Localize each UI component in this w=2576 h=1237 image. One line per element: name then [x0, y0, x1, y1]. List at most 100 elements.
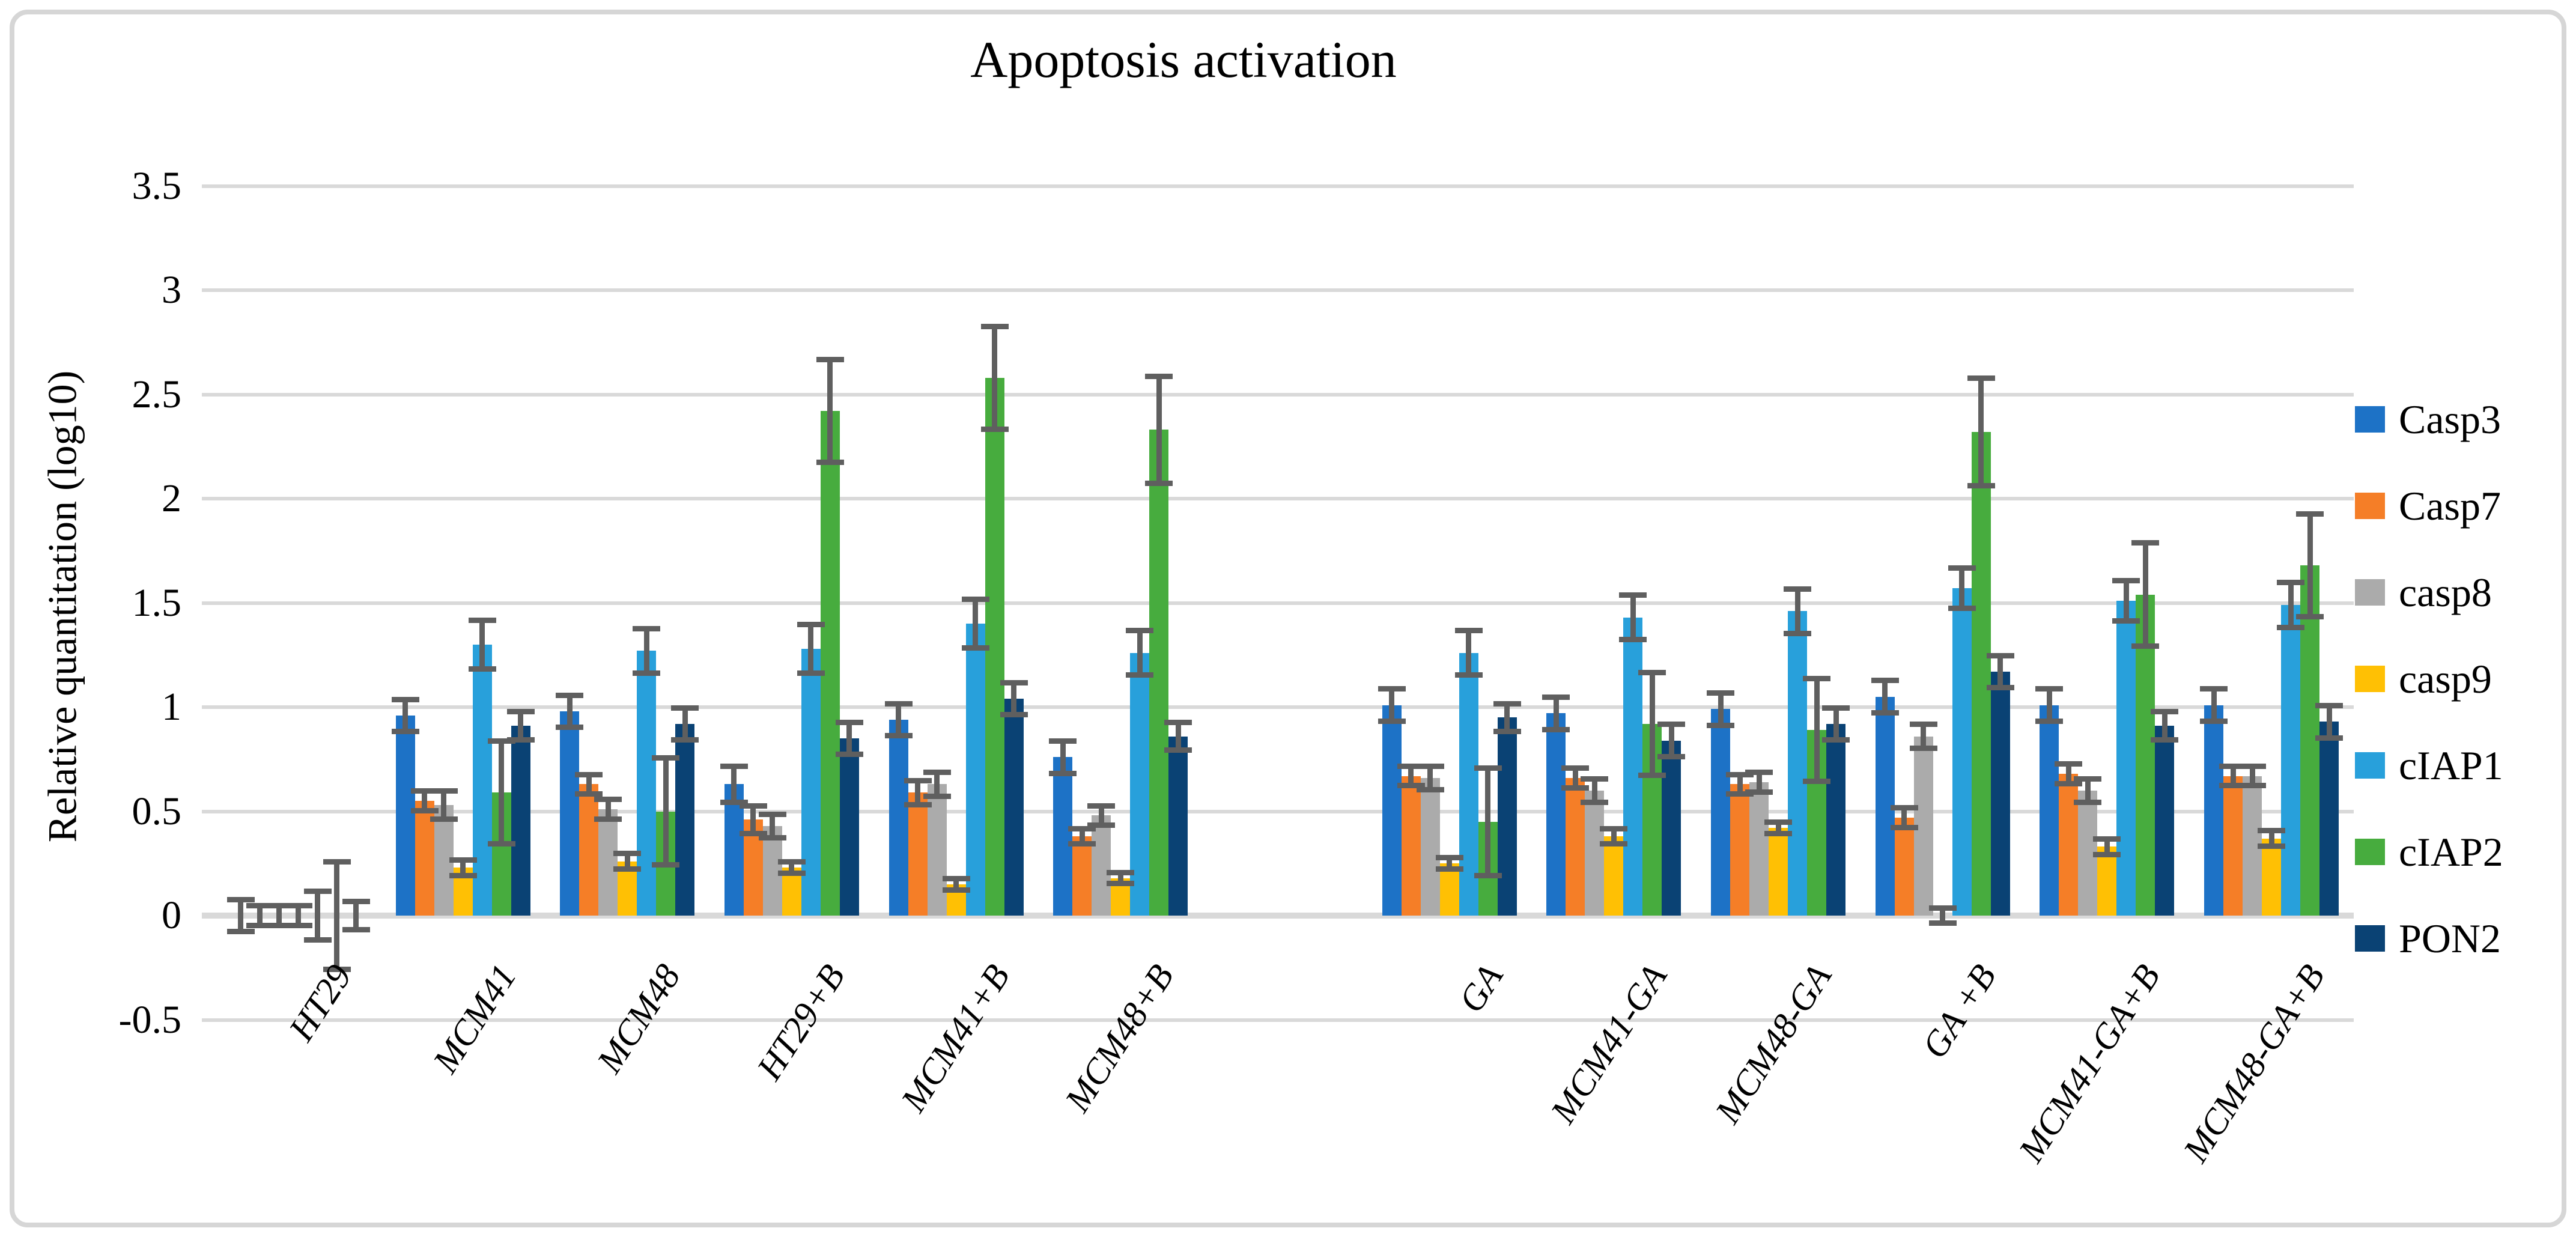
- bar-ciap1-mcm41-ga: [1623, 617, 1643, 916]
- bar-ciap1-mcm48-ga-b: [2281, 604, 2301, 916]
- error-bar-casp9-mcm48-ga-b-bottom-cap: [2258, 843, 2286, 849]
- error-bar-casp8-mcm48-b-top-cap: [1087, 803, 1116, 809]
- error-bar-casp8-mcm41-ga-b-bottom-cap: [2074, 800, 2102, 806]
- bar-casp3-mcm48-ga: [1711, 709, 1731, 916]
- error-bar-pon2-mcm48-ga-b: [2326, 703, 2332, 741]
- error-bar-casp3-mcm41-bottom-cap: [391, 729, 419, 735]
- error-bar-casp7-mcm48: [586, 771, 592, 797]
- error-bar-ciap1-ht29: [315, 888, 321, 943]
- gridline: [202, 601, 2354, 605]
- error-bar-casp3-mcm41-ga-b-bottom-cap: [2035, 718, 2064, 724]
- y-tick-label: 3: [162, 268, 181, 312]
- x-category-label-mcm48-ga-b: MCM48-GA+B: [2175, 957, 2333, 1169]
- error-bar-pon2-mcm48-b-bottom-cap: [1164, 747, 1192, 753]
- error-bar-casp8-ga: [1427, 763, 1433, 793]
- bar-casp9-ga: [1439, 863, 1459, 916]
- error-bar-casp8-mcm48-b: [1098, 803, 1104, 828]
- bar-pon2-mcm48-b: [1168, 736, 1188, 916]
- error-bar-pon2-ga-top-cap: [1493, 701, 1521, 707]
- error-bar-casp3-mcm41-ga: [1553, 694, 1559, 732]
- error-bar-casp3-mcm48-b-top-cap: [1049, 738, 1077, 744]
- bar-casp8-mcm41-ga: [1585, 790, 1605, 916]
- legend-label-casp9: casp9: [2399, 656, 2492, 702]
- error-bar-ciap1-ht29-b: [808, 621, 814, 676]
- error-bar-casp3-mcm41-ga-top-cap: [1542, 694, 1570, 701]
- error-bar-casp3-ht29: [238, 896, 244, 935]
- error-bar-casp9-ga: [1447, 855, 1453, 872]
- error-bar-ciap2-ga-b: [1978, 375, 1984, 488]
- error-bar-pon2-ga-b-bottom-cap: [1986, 685, 2014, 691]
- error-bar-pon2-ht29-top-cap: [342, 899, 370, 905]
- error-bar-casp7-mcm48-b-top-cap: [1068, 825, 1096, 831]
- error-bar-casp8-mcm41-ga-b-top-cap: [2074, 776, 2102, 782]
- error-bar-casp7-mcm41-ga-b: [2065, 761, 2071, 786]
- bar-pon2-mcm41-b: [1004, 699, 1024, 916]
- error-bar-casp3-ht29-bottom-cap: [226, 929, 255, 935]
- error-bar-ciap2-mcm41: [499, 738, 505, 847]
- error-bar-casp9-mcm41-bottom-cap: [449, 872, 477, 878]
- error-bar-ciap2-ht29-bottom-cap: [323, 966, 351, 972]
- x-category-label-ga: GA: [1450, 957, 1510, 1020]
- bar-ciap1-ga-b: [1952, 588, 1972, 916]
- error-bar-ciap2-mcm48-ga-b-top-cap: [2296, 511, 2324, 517]
- error-bar-casp9-ht29-top-cap: [284, 903, 312, 909]
- error-bar-casp7-mcm48-top-cap: [575, 771, 603, 777]
- error-bar-casp8-ht29-b-bottom-cap: [758, 835, 786, 841]
- bar-ciap1-mcm41-b: [965, 624, 985, 916]
- legend-label-casp3: Casp3: [2399, 397, 2501, 442]
- error-bar-ciap1-mcm41-ga: [1630, 592, 1636, 643]
- bar-pon2-mcm41-ga: [1662, 740, 1681, 916]
- error-bar-casp7-mcm41-ga-b-bottom-cap: [2055, 780, 2083, 786]
- bar-casp8-mcm48-b: [1092, 815, 1111, 916]
- gridline: [202, 288, 2354, 292]
- error-bar-ciap1-mcm41-ga-b-bottom-cap: [2112, 618, 2140, 624]
- y-tick-label: 0.5: [132, 789, 182, 833]
- error-bar-casp8-mcm41-ga-b: [2085, 776, 2091, 806]
- error-bar-casp7-mcm48-bottom-cap: [575, 791, 603, 797]
- bar-ciap1-mcm48-ga: [1788, 611, 1808, 916]
- error-bar-casp3-mcm48-b-bottom-cap: [1049, 770, 1077, 776]
- error-bar-ciap1-ht29-b-bottom-cap: [797, 670, 825, 676]
- error-bar-casp9-ht29-b: [789, 859, 795, 877]
- error-bar-pon2-mcm41: [518, 709, 524, 743]
- error-bar-casp3-mcm48-bottom-cap: [556, 725, 584, 731]
- y-tick-label: 0: [162, 893, 181, 937]
- error-bar-casp7-mcm48-ga-b-top-cap: [2219, 763, 2247, 769]
- error-bar-casp7-ga-top-cap: [1397, 763, 1425, 769]
- error-bar-casp3-mcm48-ga-top-cap: [1707, 690, 1735, 696]
- error-bar-casp9-ht29-bottom-cap: [284, 922, 312, 928]
- error-bar-ciap1-mcm41: [479, 617, 485, 672]
- error-bar-casp8-mcm48-ga-b-bottom-cap: [2238, 783, 2267, 789]
- error-bar-casp9-mcm41-ga-bottom-cap: [1600, 841, 1628, 847]
- x-category-label-mcm41-ga-b: MCM41-GA+B: [2011, 957, 2168, 1169]
- bar-pon2-mcm41-ga-b: [2155, 726, 2175, 916]
- error-bar-casp8-mcm48: [605, 797, 611, 822]
- error-bar-casp8-ht29-b-top-cap: [758, 811, 786, 817]
- error-bar-casp9-mcm41-ga-top-cap: [1600, 825, 1628, 831]
- error-bar-ciap2-ga-bottom-cap: [1474, 872, 1502, 878]
- bar-casp9-mcm41-ga: [1604, 836, 1624, 916]
- error-bar-ciap2-mcm48-bottom-cap: [652, 862, 680, 868]
- error-bar-ciap2-ga-top-cap: [1474, 765, 1502, 771]
- error-bar-ciap2-mcm48-b-bottom-cap: [1145, 481, 1173, 487]
- error-bar-casp9-ga-bottom-cap: [1435, 866, 1463, 872]
- gridline: [202, 184, 2354, 188]
- error-bar-casp3-ht29-b-bottom-cap: [720, 800, 748, 806]
- legend-swatch-ciap2: [2355, 839, 2385, 865]
- error-bar-casp3-mcm48-ga-b-bottom-cap: [2200, 718, 2228, 724]
- error-bar-pon2-mcm41-ga-b-top-cap: [2151, 709, 2179, 715]
- error-bar-casp7-mcm41-ga: [1572, 765, 1578, 791]
- x-category-label-ht29-b: HT29+B: [749, 957, 853, 1087]
- error-bar-ciap2-mcm48-b: [1156, 373, 1162, 487]
- chart-title: Apoptosis activation: [970, 31, 1397, 88]
- y-tick-label: 2: [162, 476, 181, 520]
- error-bar-ciap1-mcm48-ga: [1794, 586, 1800, 636]
- error-bar-ciap2-mcm41-b-top-cap: [980, 323, 1009, 329]
- error-bar-pon2-mcm41-b-top-cap: [1000, 679, 1028, 685]
- error-bar-ciap1-mcm48-top-cap: [633, 625, 661, 631]
- error-bar-casp3-mcm48-ga-b: [2211, 686, 2217, 724]
- error-bar-casp8-ht29: [276, 903, 282, 928]
- error-bar-pon2-mcm41-ga-b: [2161, 709, 2167, 743]
- error-bar-ciap1-mcm48-b: [1137, 628, 1143, 678]
